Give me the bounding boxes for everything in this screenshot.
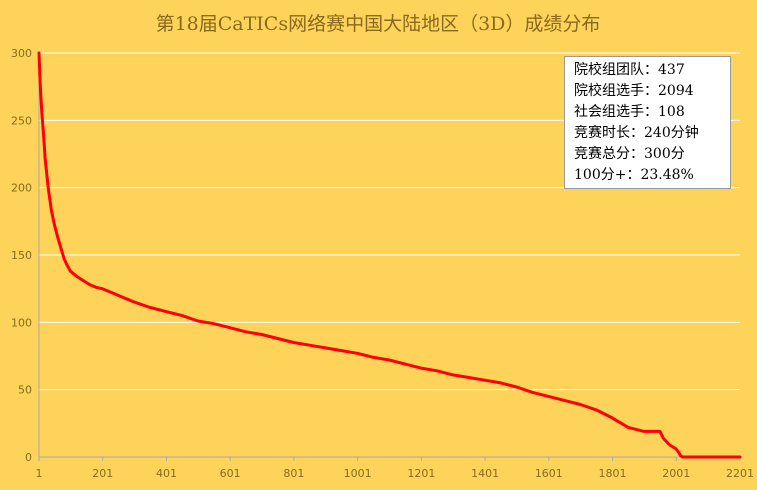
x-tick-label-201: 201 [92,467,113,480]
x-tick-label-1: 1 [36,467,43,480]
series-line-0 [37,51,742,459]
series-group [37,51,742,459]
stat-social-players: 社会组选手：108 [574,104,685,120]
stat-over-100: 100分+：23.48% [574,167,694,183]
y-tick-label-100: 100 [11,316,32,329]
x-tick-label-801: 801 [283,467,304,480]
stat-duration: 竞赛时长：240分钟 [574,125,699,141]
x-tick-label-2001: 2001 [662,467,690,480]
x-tick-label-1401: 1401 [471,467,499,480]
y-tick-label-250: 250 [11,114,32,127]
x-tick-label-601: 601 [220,467,241,480]
x-tick-label-1601: 1601 [535,467,563,480]
stat-college-teams: 院校组团队：437 [574,62,685,78]
x-tick-label-2201: 2201 [726,467,754,480]
x-tick-label-1001: 1001 [344,467,372,480]
stat-total-score: 竞赛总分：300分 [574,146,685,162]
y-tick-label-200: 200 [11,182,32,195]
y-tick-label-50: 50 [18,384,32,397]
x-tick-label-401: 401 [156,467,177,480]
x-tick-labels: 1 201 401 601 801 1001 1201 1401 1601 1801 2001 220… [36,467,755,480]
x-tick-label-1801: 1801 [599,467,627,480]
x-tick-label-1201: 1201 [407,467,435,480]
y-tick-label-300: 300 [11,47,32,60]
stats-legend-box: 院校组团队：437 院校组选手：2094 社会组选手：108 竞赛时长：240分… [564,56,731,189]
y-tick-label-150: 150 [11,249,32,262]
y-tick-label-0: 0 [25,451,32,464]
y-tick-labels: 0 50 100 150 200 250 300 [11,47,32,464]
axes [38,53,741,461]
stat-college-players: 院校组选手：2094 [574,83,694,99]
chart-title: 第18届CaTICs网络赛中国大陆地区（3D）成绩分布 [156,13,601,35]
